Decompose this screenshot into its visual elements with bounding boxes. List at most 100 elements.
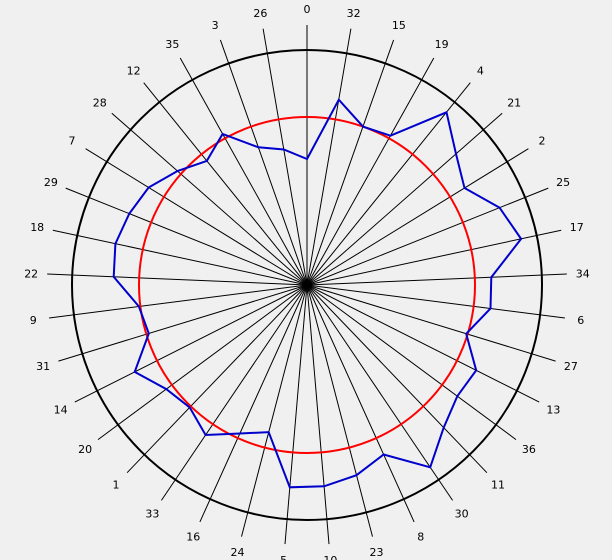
series-point-18 xyxy=(114,242,117,245)
spoke-14 xyxy=(74,284,308,403)
category-label-11: 11 xyxy=(491,478,505,491)
spoke-16 xyxy=(199,284,308,523)
category-label-17: 17 xyxy=(570,221,584,234)
category-label-9: 9 xyxy=(30,314,37,327)
series-point-11 xyxy=(442,426,445,429)
series-point-16 xyxy=(239,432,241,435)
series-point-6 xyxy=(489,307,492,310)
spoke-5 xyxy=(284,284,308,545)
spoke-3 xyxy=(219,39,308,286)
category-label-26: 26 xyxy=(253,7,267,20)
category-label-35: 35 xyxy=(165,38,179,51)
series-point-12 xyxy=(206,160,208,162)
series-point-32 xyxy=(338,98,340,101)
category-label-15: 15 xyxy=(392,19,406,32)
spoke-15 xyxy=(306,39,395,286)
spoke-12 xyxy=(143,82,308,286)
series-point-15 xyxy=(362,125,364,128)
category-label-1: 1 xyxy=(113,478,120,491)
spoke-20 xyxy=(97,284,308,441)
series-point-19 xyxy=(389,134,392,137)
category-label-28: 28 xyxy=(93,97,107,110)
category-label-3: 3 xyxy=(212,19,219,32)
series-point-3 xyxy=(257,146,260,149)
category-label-22: 22 xyxy=(24,267,38,280)
category-label-13: 13 xyxy=(546,403,560,416)
spoke-32 xyxy=(306,28,352,286)
spoke-10 xyxy=(306,284,330,545)
category-label-4: 4 xyxy=(477,64,484,77)
category-label-0: 0 xyxy=(304,3,311,16)
outer-circle xyxy=(71,49,543,521)
category-label-2: 2 xyxy=(539,134,546,147)
category-label-16: 16 xyxy=(186,531,200,544)
series-point-27 xyxy=(465,333,468,335)
spoke-35 xyxy=(179,57,308,286)
series-point-7 xyxy=(147,186,150,189)
series-point-17 xyxy=(520,238,522,240)
spoke-19 xyxy=(306,57,435,286)
category-label-34: 34 xyxy=(576,267,590,280)
category-label-32: 32 xyxy=(347,7,361,20)
spokes-layer xyxy=(47,25,567,545)
spoke-26 xyxy=(262,28,308,286)
spoke-17 xyxy=(306,229,562,286)
category-label-18: 18 xyxy=(30,221,44,234)
category-label-6: 6 xyxy=(577,314,584,327)
series-line-0 xyxy=(112,97,523,489)
category-labels-layer: 0321519421225173462713361130823105241633… xyxy=(24,3,590,560)
series-point-4 xyxy=(445,111,448,114)
series-layer xyxy=(112,97,523,489)
series-point-0 xyxy=(306,158,308,160)
series-point-13 xyxy=(475,369,478,372)
series-point-23 xyxy=(355,474,358,477)
series-point-2 xyxy=(463,187,466,189)
spoke-34 xyxy=(306,273,567,286)
spoke-13 xyxy=(306,284,540,403)
category-label-36: 36 xyxy=(522,443,536,456)
spoke-21 xyxy=(306,112,503,286)
category-label-8: 8 xyxy=(417,531,424,544)
spoke-25 xyxy=(306,187,549,286)
category-label-21: 21 xyxy=(507,97,521,110)
series-point-21 xyxy=(455,153,457,155)
series-point-20 xyxy=(165,388,168,390)
circles-layer xyxy=(71,49,543,521)
series-point-36 xyxy=(456,395,459,398)
category-label-5: 5 xyxy=(280,554,287,560)
series-point-24 xyxy=(267,431,270,433)
spoke-30 xyxy=(306,284,454,501)
series-point-10 xyxy=(323,485,325,488)
spoke-23 xyxy=(306,284,373,537)
series-point-5 xyxy=(289,486,291,489)
spoke-28 xyxy=(111,112,308,286)
category-label-30: 30 xyxy=(455,508,469,521)
series-point-22 xyxy=(112,276,115,278)
series-point-28 xyxy=(176,170,179,172)
series-point-9 xyxy=(138,305,140,308)
spoke-31 xyxy=(58,284,308,362)
series-point-1 xyxy=(188,406,191,409)
series-point-25 xyxy=(498,206,501,209)
spoke-18 xyxy=(52,229,308,286)
category-label-19: 19 xyxy=(435,38,449,51)
spoke-29 xyxy=(65,187,308,286)
category-label-10: 10 xyxy=(323,554,337,560)
category-label-27: 27 xyxy=(564,360,578,373)
category-label-14: 14 xyxy=(54,403,68,416)
reference-circle xyxy=(138,116,476,454)
category-label-20: 20 xyxy=(78,443,92,456)
spoke-24 xyxy=(241,284,308,537)
spoke-33 xyxy=(160,284,308,501)
category-label-33: 33 xyxy=(145,508,159,521)
series-point-8 xyxy=(382,453,385,456)
series-point-31 xyxy=(148,332,150,335)
spoke-8 xyxy=(306,284,415,523)
series-point-35 xyxy=(221,133,224,135)
category-label-24: 24 xyxy=(231,546,245,559)
category-label-7: 7 xyxy=(69,134,76,147)
spoke-22 xyxy=(47,273,308,286)
category-label-23: 23 xyxy=(370,546,384,559)
spoke-1 xyxy=(126,284,308,474)
spoke-4 xyxy=(306,82,471,286)
